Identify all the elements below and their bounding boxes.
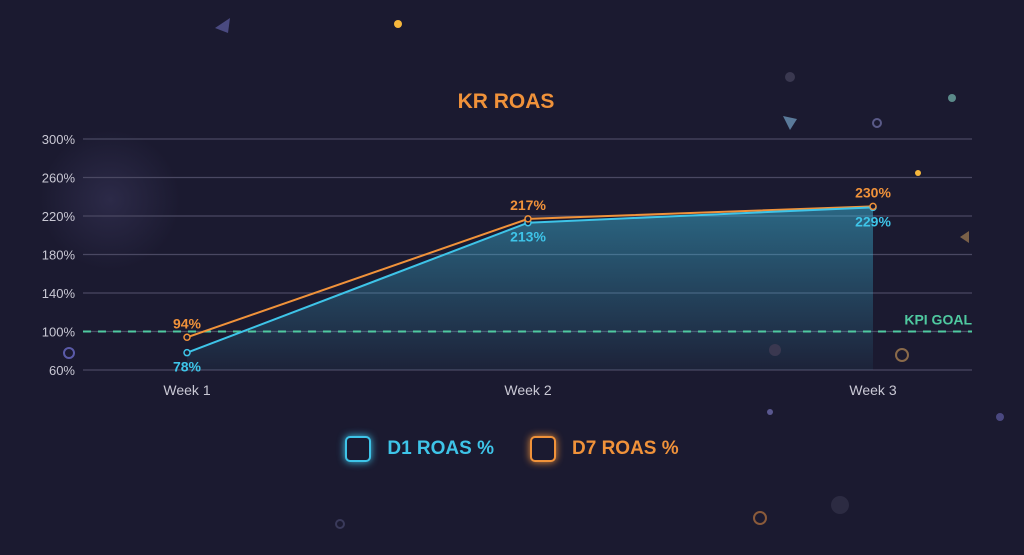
legend-label-d7: D7 ROAS % [572,438,679,459]
y-tick-label: 260% [42,171,76,186]
x-tick-label: Week 1 [163,382,210,398]
data-point [183,333,191,342]
decor-dot [996,413,1004,421]
data-label: 94% [173,315,202,331]
data-label: 230% [855,184,891,200]
decor-dot [769,344,781,356]
data-label: 78% [173,359,202,375]
decor-dot [831,496,849,514]
x-tick-label: Week 3 [849,382,896,398]
x-tick-label: Week 2 [504,382,551,398]
data-label: 217% [510,197,546,213]
decor-triangle [783,116,797,130]
legend-swatch-d1 [345,436,372,462]
legend-label-d1: D1 ROAS % [387,438,494,459]
y-tick-label: 180% [42,248,76,263]
decor-dot [948,94,956,102]
y-tick-label: 220% [42,209,76,224]
d1-area [187,207,873,370]
chart-title: KR ROAS [457,90,555,113]
decor-dot [915,170,921,176]
data-point [869,202,877,211]
decor-ring [895,348,909,362]
decor-ring [753,511,767,525]
decor-ring [872,118,882,128]
decor-triangle [215,18,230,33]
y-tick-label: 300% [42,132,76,147]
legend-item-d7[interactable]: D7 ROAS % [530,436,679,462]
decor-ring [63,347,75,359]
y-tick-label: 100% [42,325,76,340]
legend-swatch-d7 [530,436,556,462]
kpi-goal-label: KPI GOAL [904,312,972,328]
decor-dot [785,72,795,82]
legend-item-d1[interactable]: D1 ROAS % [345,436,494,462]
data-point [524,215,532,223]
decor-dot [767,409,773,415]
y-tick-label: 140% [42,286,76,301]
decor-dot [394,20,402,28]
y-tick-label: 60% [49,363,75,378]
decor-ring [335,519,345,529]
legend: D1 ROAS % D7 ROAS % [0,436,1024,462]
data-label: 213% [510,229,546,245]
data-label: 229% [855,213,891,229]
data-point [183,348,191,357]
decor-triangle [960,231,969,243]
